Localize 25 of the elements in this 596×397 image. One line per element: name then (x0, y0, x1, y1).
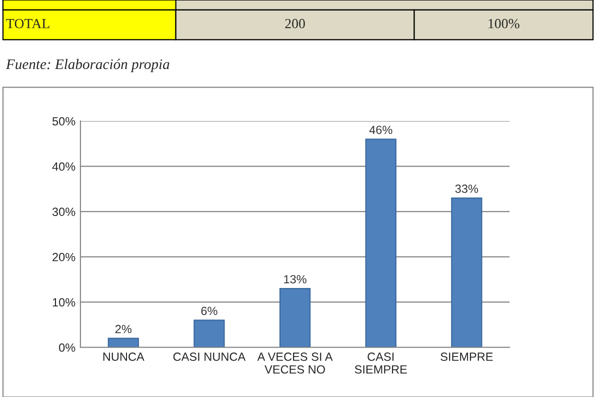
text: TOTAL (6, 18, 50, 28)
bar (451, 197, 482, 348)
data-label: 2% (115, 324, 132, 334)
bar (279, 288, 311, 348)
source-note: Fuente: Elaboración propia (6, 58, 170, 72)
text: 100% (488, 18, 520, 28)
bar (365, 138, 396, 348)
bar (108, 338, 139, 348)
y-tick-label: 0% (58, 343, 76, 352)
y-tick-label: 10% (52, 298, 76, 307)
y-tick-label: 50% (52, 117, 76, 126)
data-label: 6% (201, 306, 218, 316)
data-label: 13% (284, 275, 306, 284)
bar (194, 320, 225, 348)
x-tick-label: A VECES SI A VECES NO (257, 352, 333, 374)
y-tick-label: 40% (52, 162, 76, 171)
x-tick-label: NUNCA (103, 352, 144, 361)
y-tick-label: 30% (52, 208, 76, 216)
text: 200 (285, 18, 305, 28)
x-tick-label: SIEMPRE (440, 352, 493, 361)
x-tick-label: CASI SIEMPRE (354, 352, 407, 374)
x-tick-label: CASI NUNCA (173, 352, 246, 361)
data-label: 33% (455, 184, 478, 193)
data-label: 46% (369, 126, 392, 134)
y-tick-label: 20% (52, 252, 76, 262)
